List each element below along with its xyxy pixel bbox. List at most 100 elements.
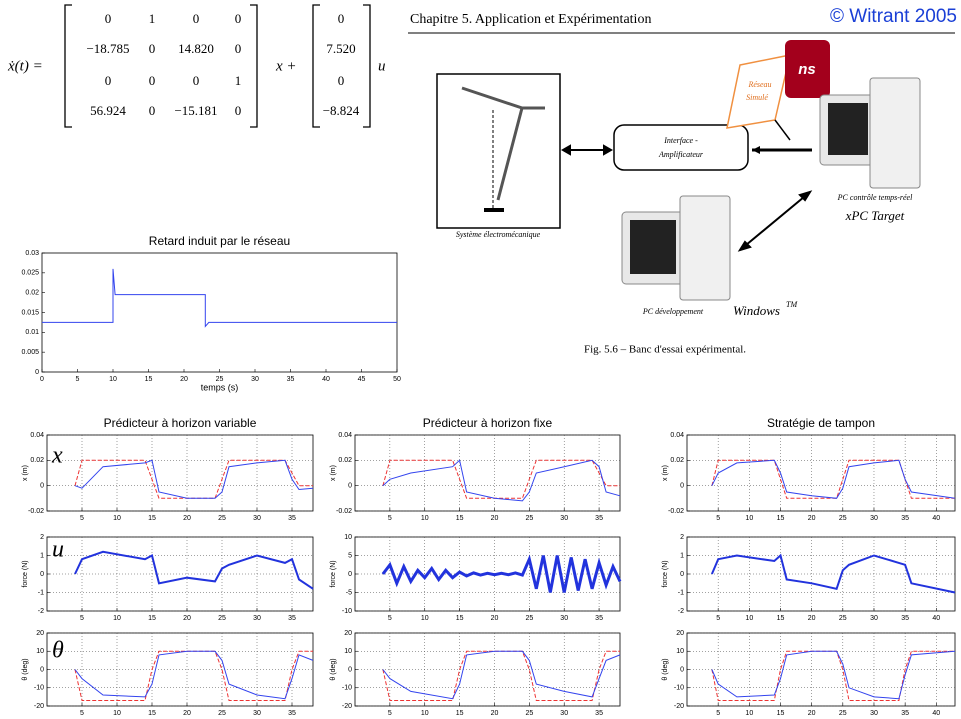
- y-axis-label: x (m): [22, 465, 29, 481]
- copyright: © Witrant 2005: [830, 6, 957, 27]
- x-tick-label: 10: [113, 615, 121, 622]
- data-line: [74, 650, 314, 700]
- y-tick-label: -20: [674, 703, 684, 710]
- windows-label: Windows: [733, 303, 780, 318]
- data-line: [382, 459, 621, 502]
- x-tick-label: 25: [218, 615, 226, 622]
- x-tick-label: 30: [253, 615, 261, 622]
- x-tick-label: 25: [839, 615, 847, 622]
- y-tick-label: 0: [40, 483, 44, 490]
- pendulum-base: [484, 208, 504, 212]
- y-tick-label: -5: [346, 589, 352, 596]
- matrix-entry: 0: [149, 41, 156, 56]
- x-tick-label: 35: [901, 615, 909, 622]
- x-tick-label: 5: [80, 615, 84, 622]
- data-line: [74, 459, 314, 499]
- y-tick-label: -0.02: [28, 508, 44, 515]
- system-label: Système électromécanique: [456, 230, 541, 239]
- matrix-entry: 56.924: [90, 103, 126, 118]
- x-tick-label: 35: [288, 615, 296, 622]
- data-line: [74, 650, 313, 701]
- plot-frame: [46, 434, 314, 512]
- matrix-entry: 0: [105, 11, 112, 26]
- x-tick-label: 30: [870, 615, 878, 622]
- plot-frame: [686, 632, 956, 707]
- y-tick-label: 0: [348, 571, 352, 578]
- x-tick-label: 20: [183, 615, 191, 622]
- pc-tower: [869, 77, 921, 189]
- vector-entry: 0: [338, 11, 345, 26]
- x-tick-label: 15: [145, 376, 153, 383]
- y-tick-label: 0: [348, 483, 352, 490]
- x-tick-label: 20: [808, 710, 816, 717]
- pendulum: [461, 86, 545, 201]
- y-tick-label: -20: [342, 703, 352, 710]
- xpc-label: xPC Target: [845, 208, 905, 223]
- x-tick-label: 40: [932, 515, 940, 522]
- y-tick-label: 0.02: [338, 457, 352, 464]
- x-tick-label: 5: [80, 515, 84, 522]
- y-tick-label: 0.04: [670, 432, 684, 439]
- plot-frame: [354, 434, 621, 512]
- x-tick-label: 25: [216, 376, 224, 383]
- matrix-entry: 1: [235, 73, 242, 88]
- x-axis-label: temps (s): [201, 382, 239, 392]
- y-tick-label: -1: [38, 589, 44, 596]
- x-tick-label: 20: [808, 515, 816, 522]
- matrix-entry: 0: [149, 103, 156, 118]
- ns-label: ns: [798, 61, 816, 78]
- x-tick-label: 30: [251, 376, 259, 383]
- x-tick-label: 30: [870, 710, 878, 717]
- x-tick-label: 35: [287, 376, 295, 383]
- x-tick-label: 10: [421, 515, 429, 522]
- y-tick-label: 0: [35, 369, 39, 376]
- x-tick-label: 20: [491, 710, 499, 717]
- y-axis-label: force (N): [662, 560, 669, 587]
- y-tick-label: 0.02: [25, 290, 39, 297]
- y-axis-label: θ (deg): [330, 658, 337, 680]
- matrix-entry: 0: [193, 11, 200, 26]
- data-line: [42, 268, 397, 328]
- data-line: [710, 553, 956, 594]
- x-tick-label: 15: [777, 615, 785, 622]
- x-tick-label: 15: [148, 615, 156, 622]
- row-label: θ: [52, 638, 64, 664]
- pc-screen: [828, 103, 868, 155]
- interface-label: Interface -: [663, 136, 698, 145]
- row-label: u: [52, 537, 64, 563]
- y-tick-label: 0.04: [30, 432, 44, 439]
- y-tick-label: 2: [40, 534, 44, 541]
- x-tick-label: 5: [388, 710, 392, 717]
- equation-u: u: [378, 58, 386, 74]
- y-tick-label: -0.02: [668, 508, 684, 515]
- y-tick-label: 0.02: [30, 457, 44, 464]
- data-line: [74, 550, 314, 590]
- plot-frame: [41, 252, 398, 373]
- x-tick-label: 45: [358, 376, 366, 383]
- x-tick-label: 10: [421, 615, 429, 622]
- x-tick-label: 40: [322, 376, 330, 383]
- y-tick-label: 0.025: [21, 270, 39, 277]
- equation-lhs: ẋ(t) =: [7, 58, 43, 74]
- arrow: [560, 144, 614, 156]
- network-arrow: [774, 119, 791, 141]
- y-tick-label: 10: [344, 648, 352, 655]
- x-tick-label: 5: [716, 615, 720, 622]
- x-tick-label: 15: [777, 515, 785, 522]
- x-tick-label: 10: [113, 710, 121, 717]
- x-tick-label: 15: [456, 615, 464, 622]
- y-tick-label: 20: [344, 630, 352, 637]
- plot-frame: [686, 536, 956, 612]
- y-tick-label: 10: [676, 648, 684, 655]
- y-tick-label: -10: [674, 685, 684, 692]
- x-tick-label: 5: [716, 710, 720, 717]
- matrix-entry: −18.785: [86, 41, 129, 56]
- y-tick-label: -2: [38, 608, 44, 615]
- x-tick-label: 35: [595, 515, 603, 522]
- x-tick-label: 10: [109, 376, 117, 383]
- data-line: [381, 554, 622, 593]
- data-line: [74, 459, 313, 499]
- pc-screen: [630, 220, 676, 274]
